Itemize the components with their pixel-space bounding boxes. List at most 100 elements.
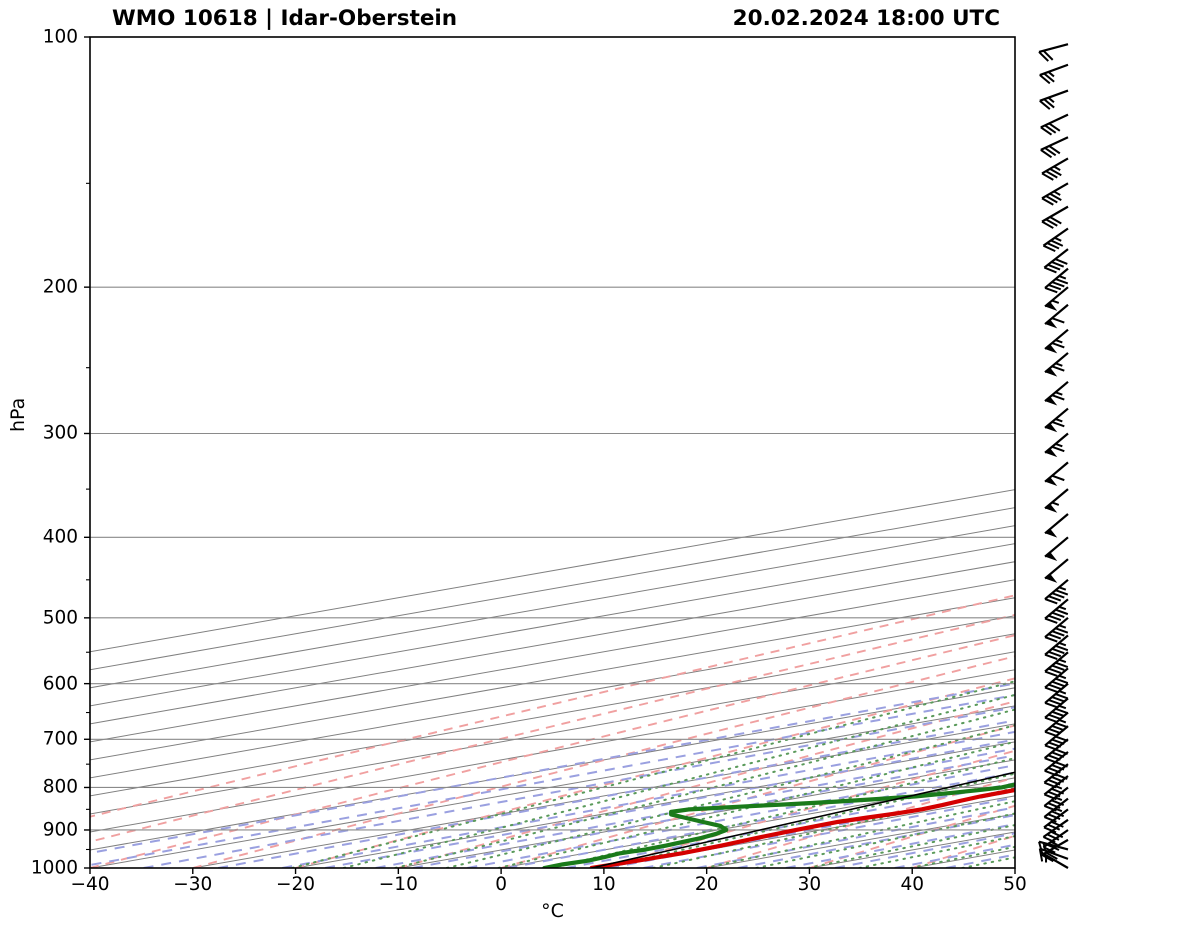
barb-full-10kt (1055, 589, 1069, 596)
barb-full-10kt (1048, 145, 1061, 155)
barb-pennant-50kt (1045, 423, 1058, 433)
barb-half-5kt (1050, 840, 1058, 846)
wind-barb (1044, 536, 1069, 561)
barb-full-10kt (1051, 342, 1065, 349)
barb-half-5kt (1058, 641, 1067, 647)
sounding-traces (542, 771, 1015, 868)
dry-adiabat-line (192, 655, 1015, 868)
barb-full-10kt (1048, 122, 1061, 132)
barb-half-5kt (1058, 624, 1067, 629)
barb-pennant-50kt (1045, 503, 1058, 513)
barb-full-10kt (1046, 833, 1060, 841)
wind-barb (1044, 303, 1069, 329)
wind-barb (1044, 267, 1069, 294)
barb-full-10kt (1055, 693, 1069, 700)
wind-barb (1044, 578, 1069, 605)
barb-full-10kt (1044, 757, 1058, 764)
y-tick-label: 900 (42, 819, 78, 841)
y-tick-label: 200 (42, 276, 78, 298)
barb-full-10kt (1044, 147, 1057, 157)
moist-adiabat-line (755, 812, 1015, 868)
wind-barb (1043, 775, 1069, 801)
barb-half-5kt (1058, 586, 1067, 591)
barb-pennant-50kt (1045, 552, 1058, 561)
barb-half-5kt (1058, 719, 1067, 724)
barb-pennant-50kt (1045, 344, 1058, 354)
barb-full-10kt (1051, 445, 1065, 453)
isotherm-line (1014, 867, 1015, 868)
barb-full-10kt (1054, 773, 1068, 780)
isotherm-line (90, 669, 1015, 833)
barb-pennant-50kt (1045, 528, 1058, 538)
barb-full-10kt (1047, 813, 1061, 820)
barb-full-10kt (1051, 281, 1065, 288)
wind-barb (1044, 634, 1069, 661)
barb-full-10kt (1045, 195, 1058, 204)
barb-full-10kt (1051, 810, 1065, 818)
barb-full-10kt (1051, 751, 1065, 758)
dry-adiabat-line (603, 749, 1015, 868)
dry-adiabat-line (90, 594, 1015, 818)
barb-full-10kt (1051, 611, 1065, 619)
barb-half-5kt (1058, 658, 1067, 664)
barb-full-10kt (1051, 630, 1065, 637)
barb-shaft (1044, 432, 1069, 454)
barb-full-10kt (1049, 192, 1062, 202)
barb-half-5kt (1058, 704, 1067, 710)
barb-shaft (1040, 136, 1069, 151)
barb-half-5kt (1055, 442, 1063, 448)
barb-pennant-50kt (1045, 367, 1058, 377)
barb-full-10kt (1044, 617, 1058, 624)
moist-adiabat-line (806, 824, 1015, 868)
barb-full-10kt (1045, 851, 1058, 860)
wind-barb (1039, 89, 1069, 110)
barb-full-10kt (1047, 263, 1061, 271)
barb-pennant-50kt (1045, 574, 1058, 583)
barb-half-5kt (1058, 690, 1067, 695)
barb-full-10kt (1043, 781, 1057, 789)
x-tick-label: −30 (173, 874, 213, 895)
barb-full-10kt (1055, 707, 1069, 715)
barb-shaft (1044, 381, 1069, 402)
barb-full-10kt (1051, 421, 1065, 428)
wind-barb (1043, 738, 1069, 764)
moist-adiabat-line (394, 708, 1015, 868)
wind-barb (1040, 136, 1069, 159)
wind-barb (1044, 461, 1069, 487)
wind-barb (1044, 651, 1069, 677)
wind-barb-column (1038, 43, 1069, 869)
barb-full-10kt (1051, 261, 1065, 268)
wind-barb (1041, 182, 1069, 206)
barb-half-5kt (1055, 418, 1063, 423)
barb-full-10kt (1049, 216, 1062, 225)
trace-dewpoint (542, 782, 1015, 868)
barb-shaft (1043, 248, 1069, 269)
barb-full-10kt (1039, 100, 1051, 110)
wind-barb (1039, 63, 1069, 85)
x-tick-label: 20 (694, 874, 719, 895)
barb-full-10kt (1046, 242, 1060, 250)
barb-full-10kt (1051, 365, 1065, 372)
barb-full-10kt (1051, 738, 1065, 745)
barb-full-10kt (1043, 826, 1057, 834)
barb-full-10kt (1041, 220, 1054, 229)
barb-full-10kt (1055, 677, 1069, 685)
barb-full-10kt (1040, 149, 1053, 159)
barb-full-10kt (1055, 278, 1069, 285)
wind-barb (1043, 763, 1069, 789)
barb-full-10kt (1038, 51, 1049, 62)
barb-full-10kt (1041, 197, 1054, 206)
barb-full-10kt (1044, 670, 1058, 677)
barb-half-5kt (1054, 236, 1062, 242)
barb-shaft (1039, 63, 1069, 77)
dry-adiabat-line (1014, 867, 1015, 868)
barb-full-10kt (1041, 853, 1054, 863)
barb-full-10kt (1044, 701, 1058, 709)
barb-full-10kt (1051, 394, 1065, 401)
wind-barb (1044, 513, 1069, 538)
barb-full-10kt (1055, 661, 1069, 668)
barb-full-10kt (1043, 244, 1056, 253)
barb-half-5kt (1055, 362, 1063, 367)
wind-barb (1042, 227, 1069, 253)
